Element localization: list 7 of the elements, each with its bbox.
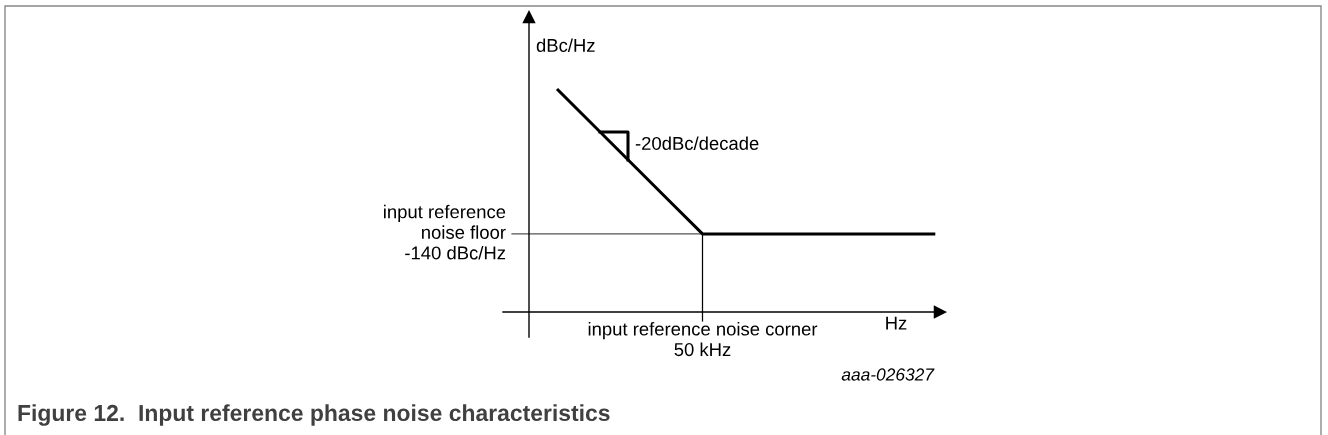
text: Figure 12. Input reference phase noise characteristics bbox=[18, 404, 610, 426]
x-axis-title: Hz bbox=[886, 316, 907, 330]
ref-line-label: input reference noise floor -140 dBc/Hz bbox=[384, 204, 506, 260]
text: input reference noise corner 50 kHz bbox=[588, 322, 818, 357]
text: aaa-026327 bbox=[841, 368, 935, 381]
y-axis-title: dBc/Hz bbox=[536, 38, 595, 52]
annotation: -20dBc/decade bbox=[635, 136, 759, 150]
